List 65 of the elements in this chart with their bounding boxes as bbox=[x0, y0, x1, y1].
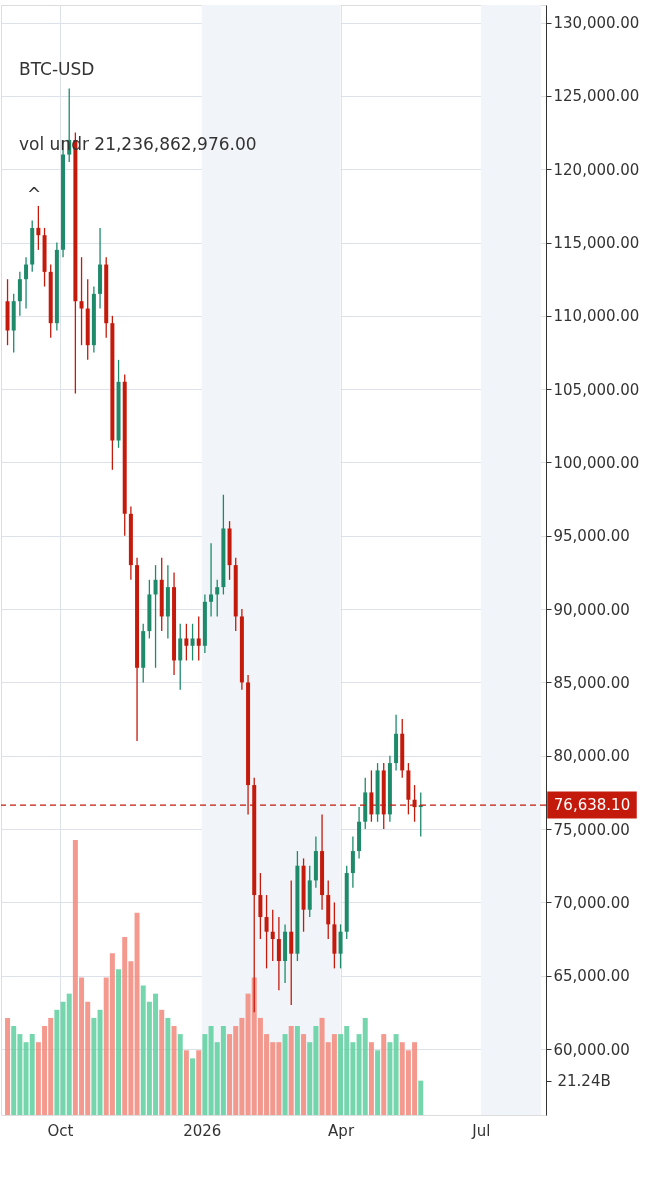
bar bbox=[418, 1080, 424, 1115]
text: BTC-USD bbox=[19, 59, 95, 79]
bar bbox=[202, 1034, 208, 1115]
candlestick bbox=[258, 872, 263, 940]
y-tick-label: 90,000.00 bbox=[553, 600, 630, 619]
bar bbox=[288, 1026, 294, 1115]
x-tick-label: Oct bbox=[47, 1121, 74, 1140]
candlestick bbox=[79, 256, 84, 346]
candlestick bbox=[24, 256, 29, 310]
y-tick-label: 65,000.00 bbox=[553, 967, 630, 986]
y-tick-label: 130,000.00 bbox=[553, 14, 640, 33]
bar bbox=[381, 1034, 387, 1115]
candlestick bbox=[276, 916, 281, 992]
x-tick-label: Jul bbox=[471, 1121, 491, 1140]
candlestick bbox=[289, 879, 294, 1006]
bar bbox=[282, 1034, 288, 1115]
bar bbox=[301, 1034, 307, 1115]
bar bbox=[116, 969, 122, 1115]
candlestick bbox=[215, 579, 220, 618]
bar bbox=[375, 1050, 381, 1115]
annotation: ^ bbox=[27, 184, 42, 204]
bar bbox=[387, 1042, 393, 1115]
candlestick bbox=[190, 623, 195, 662]
candlestick bbox=[17, 271, 22, 317]
bar bbox=[91, 1017, 97, 1115]
y-tick-label: 75,000.00 bbox=[553, 820, 630, 839]
x-tick-label: Apr bbox=[328, 1121, 355, 1140]
candlestick bbox=[36, 205, 41, 251]
bar bbox=[5, 1017, 11, 1115]
bar bbox=[177, 1034, 183, 1115]
x-tick-label: 2026 bbox=[183, 1121, 222, 1140]
y-tick-label: 115,000.00 bbox=[553, 234, 640, 253]
candlestick bbox=[178, 623, 183, 691]
bar bbox=[134, 912, 140, 1115]
bar bbox=[165, 1017, 171, 1115]
bar bbox=[97, 1009, 103, 1115]
y-tick-label: 120,000.00 bbox=[553, 160, 640, 179]
y-tick-label: 105,000.00 bbox=[553, 380, 640, 399]
bar bbox=[171, 1026, 177, 1115]
y-tick-label: 80,000.00 bbox=[553, 747, 630, 766]
candlestick bbox=[209, 542, 214, 618]
y2-tick-label: 21.24B bbox=[557, 1072, 611, 1091]
candlestick bbox=[264, 894, 269, 970]
y-tick-label: 60,000.00 bbox=[553, 1040, 630, 1059]
bar bbox=[190, 1058, 196, 1115]
bar bbox=[294, 1026, 300, 1115]
candlestick bbox=[338, 923, 343, 970]
y-tick-label: 70,000.00 bbox=[553, 893, 630, 912]
y-tick-label: 125,000.00 bbox=[553, 87, 640, 106]
bar bbox=[159, 1009, 165, 1115]
bar bbox=[196, 1050, 202, 1115]
y-tick-label: 110,000.00 bbox=[553, 307, 640, 326]
candlestick bbox=[350, 835, 355, 889]
candlestick bbox=[196, 615, 201, 662]
ref-line-label: 76,638.10 bbox=[553, 796, 631, 815]
y-tick-label: 95,000.00 bbox=[553, 527, 630, 546]
candlestick bbox=[153, 564, 158, 669]
y-tick-label: 85,000.00 bbox=[553, 673, 630, 692]
candlestick bbox=[184, 623, 189, 662]
bar bbox=[54, 1009, 60, 1115]
bar bbox=[183, 1050, 189, 1115]
candlestick bbox=[270, 909, 275, 962]
bar bbox=[368, 1042, 374, 1115]
y-tick-label: 100,000.00 bbox=[553, 453, 640, 472]
bar bbox=[393, 1034, 399, 1115]
